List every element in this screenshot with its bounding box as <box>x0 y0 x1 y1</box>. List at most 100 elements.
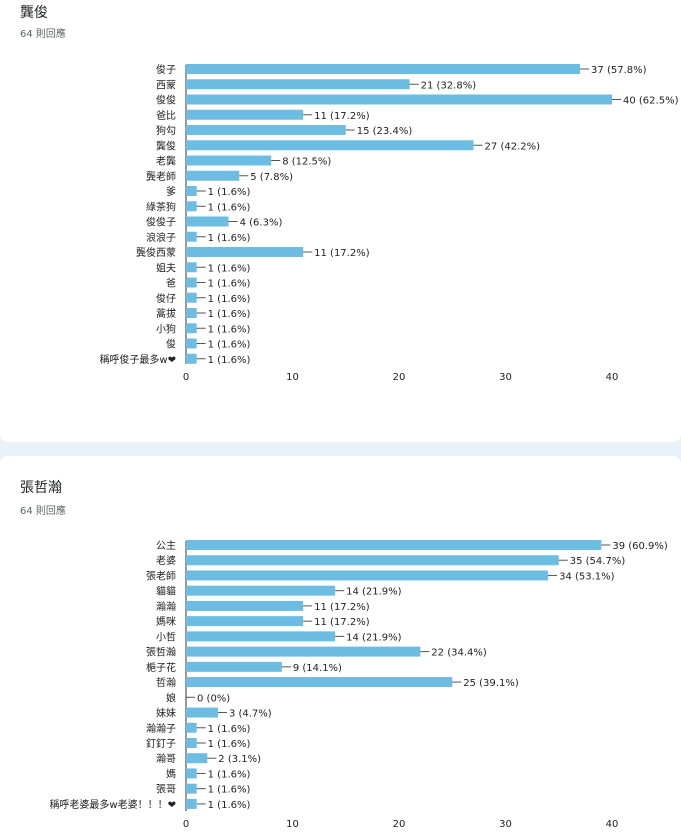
bar <box>186 64 581 74</box>
category-label: 張哲瀚 <box>146 646 176 659</box>
bar <box>186 94 612 105</box>
data-label: 1 (1.6%) <box>208 279 251 290</box>
bar <box>186 323 197 334</box>
bar <box>186 353 197 364</box>
category-label: 狗勾 <box>156 124 176 137</box>
category-label: 浪浪子 <box>146 231 176 244</box>
x-tick-label: 10 <box>286 819 299 830</box>
x-tick-label: 10 <box>286 372 299 383</box>
bar <box>186 798 197 809</box>
category-label: 俊俊 <box>156 94 176 107</box>
data-label: 11 (17.2%) <box>314 111 370 122</box>
bar <box>186 170 240 181</box>
x-tick-label: 40 <box>606 819 619 830</box>
category-label: 蒿拔 <box>156 307 176 320</box>
bar <box>186 140 474 151</box>
category-label: 張哥 <box>156 784 176 796</box>
bar <box>186 216 229 227</box>
category-label: 小狗 <box>156 322 176 335</box>
category-label: 姐夫 <box>156 261 176 274</box>
category-label: 龔俊西蒙 <box>136 246 176 259</box>
bar <box>186 292 197 303</box>
x-tick-label: 0 <box>183 372 189 383</box>
bar <box>186 677 453 688</box>
category-label: 瀚瀚子 <box>146 722 176 735</box>
category-label: 妹妹 <box>156 708 176 720</box>
category-label: 張老師 <box>146 569 176 582</box>
category-label: 釘釘子 <box>146 737 176 750</box>
data-label: 1 (1.6%) <box>208 309 251 320</box>
question-title: 張哲瀚 <box>20 480 62 496</box>
category-label: 龔俊 <box>156 139 176 152</box>
data-label: 1 (1.6%) <box>208 263 251 274</box>
data-label: 1 (1.6%) <box>208 324 251 335</box>
bar <box>186 186 197 196</box>
bar <box>186 201 197 212</box>
x-tick-label: 20 <box>393 819 406 830</box>
bar <box>186 616 304 627</box>
bar-chart: 公主 39 (60.9%) 老婆 35 (54.7%) 張老師 34 (53.1%) 貓貓 1… <box>49 540 668 830</box>
data-label: 9 (14.1%) <box>293 663 342 674</box>
data-label: 1 (1.6%) <box>208 340 251 351</box>
data-label: 14 (21.9%) <box>346 632 402 643</box>
category-label: 公主 <box>156 540 176 552</box>
bar <box>186 555 559 566</box>
category-label: 俊 <box>166 338 176 351</box>
data-label: 34 (53.1%) <box>559 571 615 582</box>
data-label: 8 (12.5%) <box>282 157 331 168</box>
category-label: 稱呼俊子最多w❤ <box>99 353 176 366</box>
bar <box>186 231 197 242</box>
data-label: 3 (4.7%) <box>229 709 272 720</box>
data-label: 35 (54.7%) <box>570 556 626 567</box>
data-label: 1 (1.6%) <box>208 785 251 796</box>
bar <box>186 707 218 718</box>
x-tick-label: 30 <box>499 372 512 383</box>
data-label: 39 (60.9%) <box>612 541 668 552</box>
data-label: 2 (3.1%) <box>218 754 261 765</box>
bar <box>186 631 336 642</box>
data-label: 1 (1.6%) <box>208 800 251 811</box>
bar <box>186 125 346 135</box>
category-label: 老龔 <box>156 155 176 168</box>
category-label: 瀚哥 <box>156 752 176 765</box>
data-label: 5 (7.8%) <box>250 172 293 183</box>
category-label: 瀚瀚 <box>156 600 176 613</box>
data-label: 37 (57.8%) <box>591 65 647 76</box>
bar <box>186 646 421 657</box>
bar <box>186 109 304 120</box>
data-label: 25 (39.1%) <box>463 678 519 689</box>
category-label: 爹 <box>166 185 176 198</box>
category-label: 娘 <box>166 691 176 704</box>
bar <box>186 585 336 596</box>
category-label: 爸 <box>166 277 176 290</box>
x-tick-label: 0 <box>183 819 189 830</box>
data-label: 40 (62.5%) <box>623 96 679 107</box>
category-label: 小哲 <box>156 631 176 643</box>
data-label: 11 (17.2%) <box>314 248 370 259</box>
bar <box>186 722 197 733</box>
question-title: 龔俊 <box>20 5 48 21</box>
bar <box>186 753 208 764</box>
category-label: 西蒙 <box>156 78 176 91</box>
bar <box>186 79 410 90</box>
data-label: 11 (17.2%) <box>314 617 370 628</box>
data-label: 1 (1.6%) <box>208 739 251 750</box>
category-label: 梔子花 <box>146 661 176 674</box>
data-label: 11 (17.2%) <box>314 602 370 613</box>
data-label: 22 (34.4%) <box>431 648 487 659</box>
bar <box>186 768 197 779</box>
bar <box>186 262 197 273</box>
x-tick-label: 20 <box>393 372 406 383</box>
data-label: 1 (1.6%) <box>208 355 251 366</box>
bar <box>186 737 197 748</box>
response-count: 64 則回應 <box>20 506 66 517</box>
response-count: 64 則回應 <box>20 29 66 40</box>
data-label: 1 (1.6%) <box>208 724 251 735</box>
category-label: 老婆 <box>156 554 176 567</box>
data-label: 1 (1.6%) <box>208 187 251 198</box>
bar <box>186 540 602 550</box>
data-label: 1 (1.6%) <box>208 294 251 305</box>
question-card-1: 龔俊 64 則回應 俊子 37 (57.8%) 西蒙 21 (32.8%) 俊俊 40 (… <box>0 0 681 442</box>
bar <box>186 155 272 166</box>
bar <box>186 308 197 318</box>
